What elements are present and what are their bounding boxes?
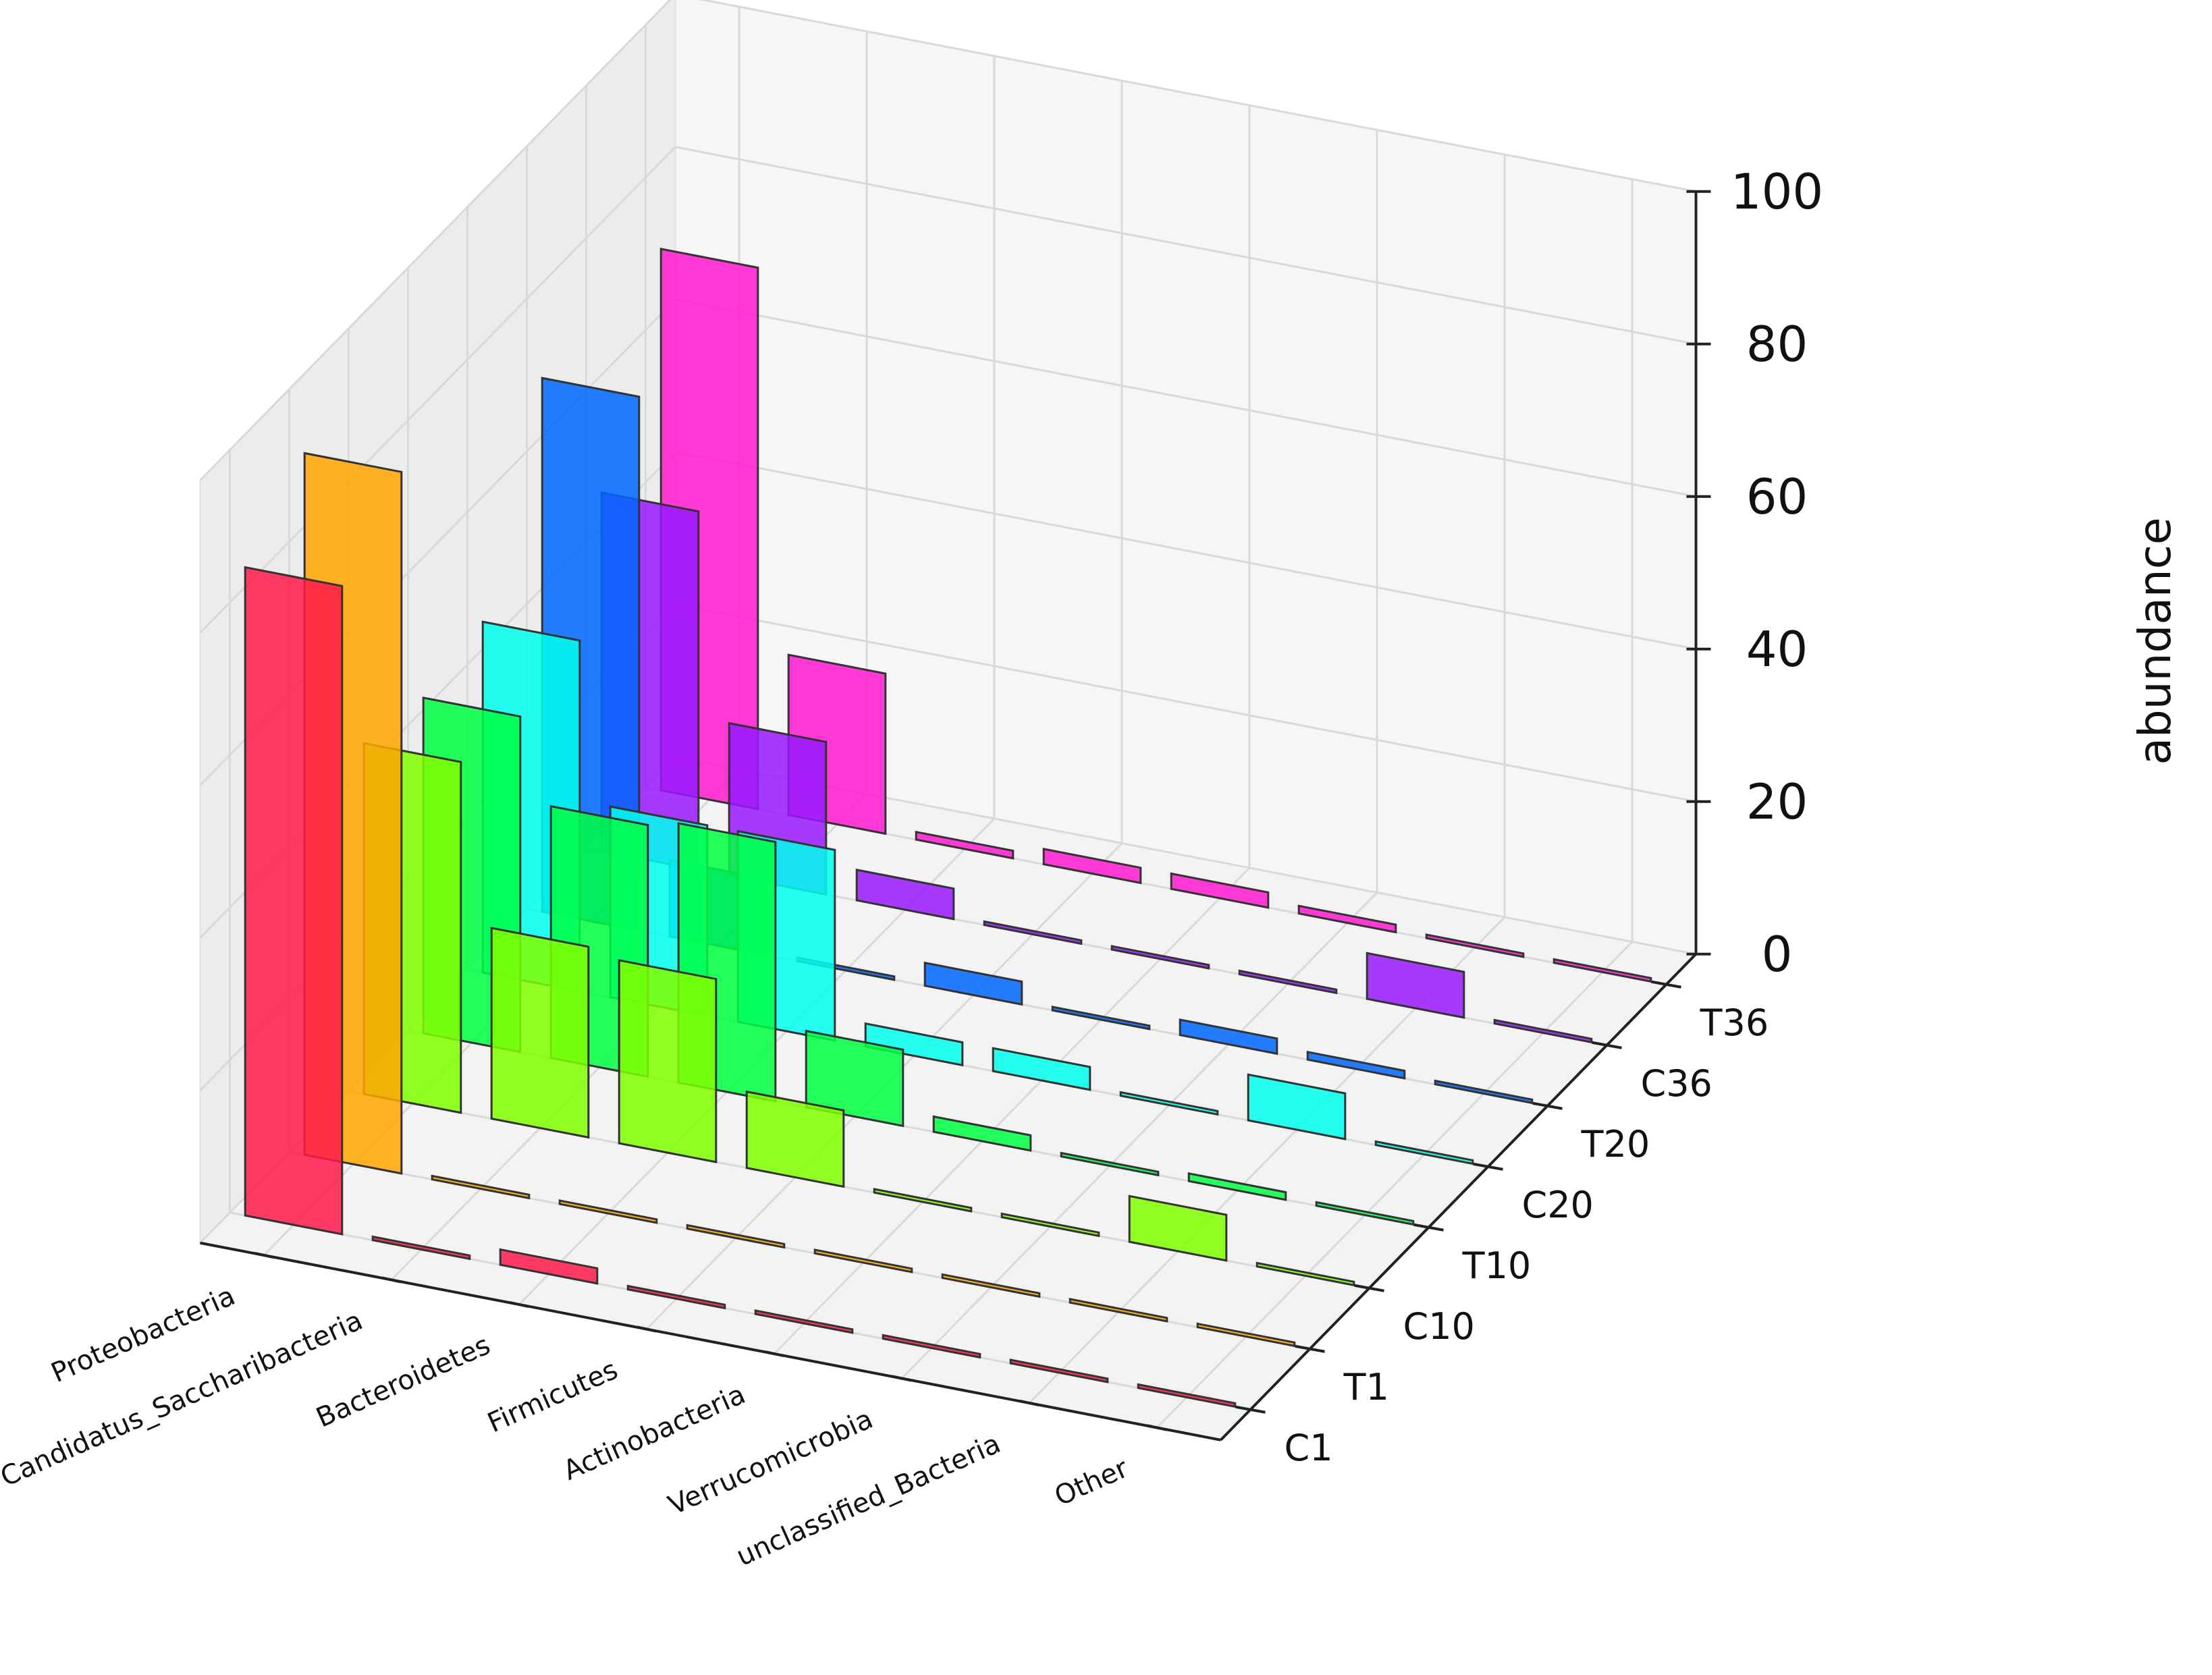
y-tick-label: T36 [1700, 1001, 1769, 1044]
bar-C10-bacteroidetes [618, 959, 718, 1163]
bar-C10-actinobacteria [873, 1188, 973, 1213]
bar-T1-candidatus-saccharibacteria [431, 1174, 531, 1200]
x-tick [892, 1375, 912, 1382]
bar-T20-other [1434, 1079, 1534, 1105]
bar-T20-unclassified-bacteria [1306, 1050, 1406, 1080]
bar-T1-bacteroidetes [558, 1199, 658, 1224]
bar-T1-unclassified-bacteria [1069, 1298, 1168, 1323]
wall-gridline-z [199, 0, 672, 481]
back-gridline-z [675, 603, 1696, 803]
y-tick-label: C36 [1641, 1062, 1712, 1105]
bar-C36-actinobacteria [1110, 945, 1210, 970]
bar-C1-verrucomicrobia [882, 1334, 981, 1359]
back-gridline-z [675, 298, 1696, 498]
bar-C20-unclassified-bacteria [1247, 1073, 1347, 1141]
y-tick-label: C20 [1522, 1184, 1594, 1226]
bars [244, 247, 1652, 1408]
bar-T36-firmicutes [1042, 848, 1142, 885]
bar-C36-other [1493, 1018, 1593, 1044]
bar-T10-verrucomicrobia [1060, 1151, 1160, 1177]
y-tick [1413, 1223, 1444, 1232]
y-tick-label: T1 [1343, 1366, 1389, 1408]
wall-gridline-z [199, 146, 676, 634]
back-gridline-z [675, 451, 1696, 651]
y-tick-label: T20 [1581, 1123, 1650, 1165]
z-tick-label: 0 [1762, 926, 1793, 983]
z-axis-title: abundance [2129, 517, 2181, 765]
bar-C10-candidatus-saccharibacteria [490, 927, 590, 1139]
y-tick [1651, 980, 1681, 989]
y-tick-label: C1 [1285, 1427, 1333, 1469]
y-tick [1295, 1344, 1325, 1353]
bar-T36-other [1553, 958, 1652, 983]
bar-C10-other [1256, 1261, 1355, 1287]
bar-C10-firmicutes [745, 1090, 845, 1188]
bar-C1-other [1137, 1383, 1237, 1408]
x-tick [254, 1252, 274, 1259]
bar-C1-proteobacteria [244, 566, 344, 1236]
bar-T20-verrucomicrobia [1179, 1018, 1278, 1055]
bar-C36-bacteroidetes [855, 869, 955, 921]
x-tick [509, 1301, 529, 1308]
z-tick-label: 100 [1731, 163, 1823, 220]
y-tick-label: C10 [1403, 1305, 1475, 1348]
bar-C1-bacteroidetes [499, 1248, 599, 1285]
y-tick [1235, 1405, 1266, 1414]
bar-T10-unclassified-bacteria [1187, 1172, 1287, 1201]
floor-gridline-x [773, 867, 1251, 1355]
bar-C20-firmicutes [864, 1022, 964, 1067]
bar-C36-firmicutes [983, 920, 1083, 945]
x-tick [1147, 1424, 1167, 1431]
floor-gridline-x [900, 891, 1378, 1379]
y-tick [1354, 1284, 1384, 1292]
floor-gridline-x [1156, 941, 1634, 1429]
bar-C10-unclassified-bacteria [1128, 1195, 1228, 1262]
bar-T1-actinobacteria [813, 1248, 913, 1273]
bar-T1-verrucomicrobia [941, 1273, 1041, 1298]
bar-T20-firmicutes [923, 961, 1023, 1006]
y-tick [1473, 1162, 1503, 1171]
x-tick [764, 1350, 784, 1357]
x-tick-label: Firmicutes [483, 1354, 622, 1439]
bar-C36-verrucomicrobia [1238, 969, 1338, 995]
z-tick-label: 60 [1746, 468, 1808, 525]
x-tick [1019, 1400, 1040, 1406]
bar-T1-other [1196, 1322, 1296, 1348]
bar-C1-firmicutes [626, 1284, 726, 1310]
bar-C1-actinobacteria [754, 1309, 854, 1334]
bar-C20-other [1374, 1140, 1474, 1165]
bar-T1-firmicutes [686, 1224, 786, 1249]
z-tick-label: 40 [1746, 621, 1808, 678]
y-axis-line [1220, 953, 1697, 1441]
bar-C36-unclassified-bacteria [1366, 952, 1465, 1019]
z-tick-label: 80 [1746, 316, 1808, 373]
bar-C20-verrucomicrobia [1119, 1091, 1219, 1116]
bar-T10-actinobacteria [932, 1115, 1032, 1152]
bar-C1-unclassified-bacteria [1009, 1358, 1109, 1383]
y-tick [1592, 1041, 1622, 1049]
bar-C10-verrucomicrobia [1000, 1212, 1100, 1238]
x-axis-line [200, 1241, 1221, 1441]
bar-T36-verrucomicrobia [1297, 904, 1397, 934]
x-tick-label: Other [1050, 1452, 1133, 1512]
x-tick [381, 1276, 402, 1284]
bar-C1-candidatus-saccharibacteria [371, 1235, 471, 1261]
axis-lines [200, 190, 1711, 1441]
x-tick [637, 1325, 657, 1333]
back-gridline-z [675, 146, 1696, 346]
back-gridline-z [699, 0, 1696, 193]
y-tick-label: T10 [1462, 1244, 1532, 1287]
bar-T20-actinobacteria [1051, 1006, 1151, 1031]
bar-T10-firmicutes [805, 1029, 905, 1128]
bar-T10-other [1315, 1201, 1415, 1226]
z-tick-label: 20 [1746, 773, 1808, 830]
bar-T36-actinobacteria [1170, 872, 1270, 909]
y-tick [1532, 1101, 1563, 1110]
bar-T36-bacteroidetes [915, 830, 1015, 860]
bar-T36-unclassified-bacteria [1425, 933, 1525, 958]
bar-C20-actinobacteria [992, 1047, 1091, 1091]
